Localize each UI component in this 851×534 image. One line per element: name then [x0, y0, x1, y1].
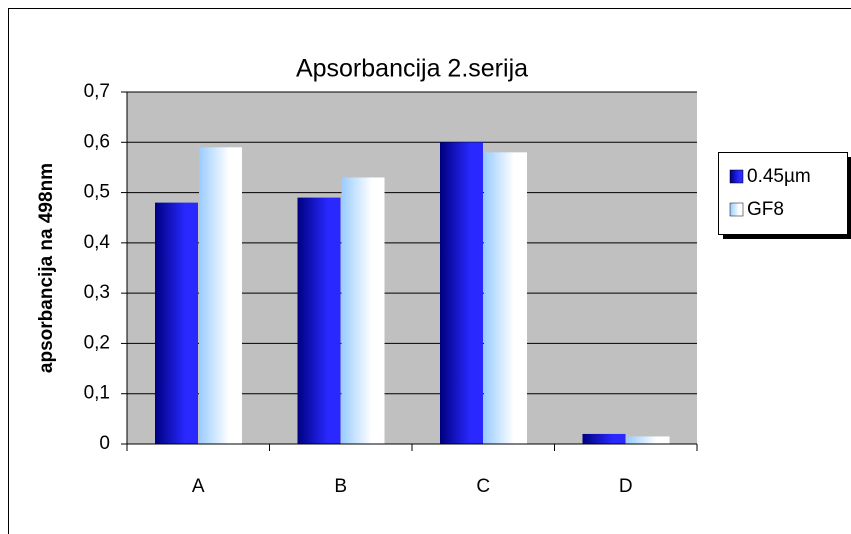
- x-tick-label: A: [192, 476, 205, 497]
- bar: [199, 147, 242, 445]
- y-tick-label: 0,7: [84, 81, 110, 102]
- x-tick-label: C: [476, 476, 490, 497]
- legend: [718, 152, 848, 235]
- y-tick-label: 0: [99, 433, 110, 454]
- legend-swatch: [729, 169, 744, 184]
- bar: [626, 436, 670, 444]
- y-tick-label: 0,6: [84, 131, 110, 152]
- y-tick-label: 0,3: [84, 282, 110, 303]
- y-tick-label: 0,4: [84, 232, 111, 253]
- legend-swatch: [729, 202, 744, 217]
- bar: [155, 202, 198, 444]
- legend-label: 0.45µm: [747, 166, 811, 187]
- x-tick-label: D: [619, 476, 633, 497]
- chart-title: Apsorbancija 2.serija: [296, 55, 528, 83]
- x-tick-label: B: [334, 476, 347, 497]
- bar: [297, 197, 341, 444]
- bar: [484, 152, 527, 445]
- y-tick-label: 0,5: [84, 182, 110, 203]
- y-tick-label: 0,1: [84, 383, 110, 404]
- bar: [341, 177, 385, 444]
- bar: [582, 433, 626, 444]
- y-axis-label: apsorbancija na 498nm: [36, 163, 57, 373]
- y-tick-label: 0,2: [84, 332, 110, 353]
- bar: [440, 142, 483, 445]
- legend-label: GF8: [747, 199, 784, 220]
